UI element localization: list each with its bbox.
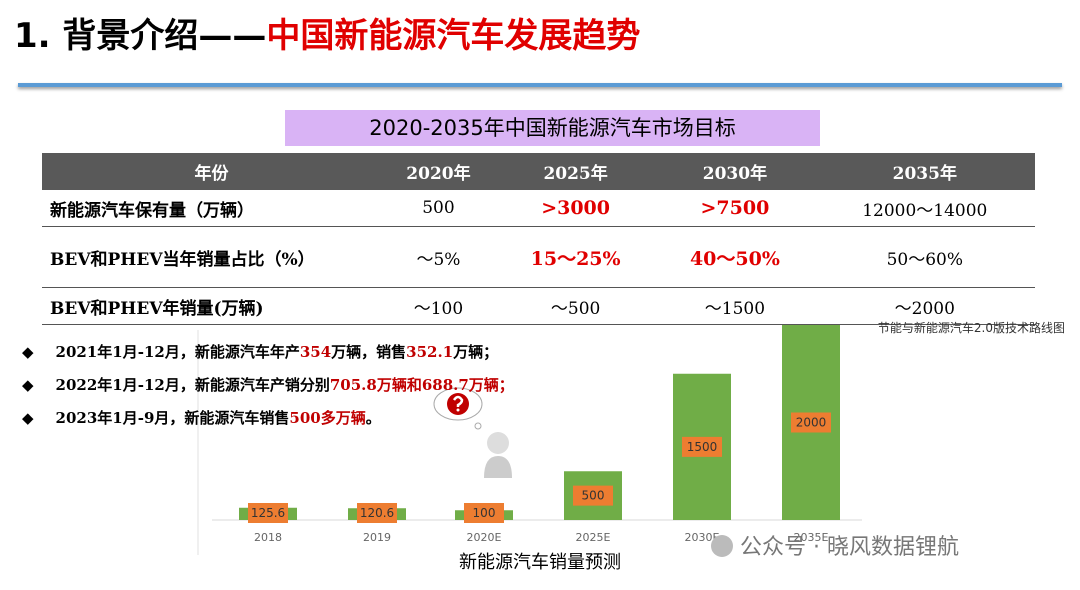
table-cell: 12000～14000 xyxy=(814,190,1035,227)
bullet: ◆ 2022年1月-12月，新能源汽车产销分别705.8万辆和688.7万辆； xyxy=(22,374,514,395)
bullet: ◆ 2021年1月-12月，新能源汽车年产354万辆，销售352.1万辆； xyxy=(22,341,498,362)
table-cell: ～2000 xyxy=(814,287,1035,325)
slide-title: 1. 背景介绍——中国新能源汽车发展趋势 xyxy=(14,8,640,57)
header-cell: 2035年 xyxy=(814,153,1035,190)
bullet-marker: ◆ xyxy=(22,376,34,394)
table-cell: BEV和PHEV当年销量占比（%） xyxy=(42,226,381,288)
value-label: 100 xyxy=(473,506,496,520)
value-label-bg xyxy=(248,503,288,523)
table-cell: 15～25% xyxy=(495,226,656,288)
header-cell: 2020年 xyxy=(381,153,496,190)
x-tick-label: 2018 xyxy=(254,531,282,544)
bullet-text: 。 xyxy=(365,409,381,427)
x-tick-label: 2019 xyxy=(363,531,391,544)
bullet-text: 2023年1月-9月，新能源汽车销售 xyxy=(55,409,290,427)
divider xyxy=(18,83,1062,87)
bullet-text: 2021年1月-12月，新能源汽车年产 xyxy=(55,343,300,361)
bullet-text: 2022年1月-12月，新能源汽车产销分别 xyxy=(55,376,330,394)
table-cell: >3000 xyxy=(495,190,656,227)
table-cell: 500 xyxy=(381,190,496,227)
header-cell: 年份 xyxy=(42,153,381,190)
table-row: 新能源汽车保有量（万辆） 500 >3000 >7500 12000～14000 xyxy=(42,190,1035,227)
source-note: 节能与新能源汽车2.0版技术路线图 xyxy=(877,321,1065,335)
bullet-text: 万辆； xyxy=(453,343,499,361)
table-row: BEV和PHEV年销量(万辆) ～100 ～500 ～1500 ～2000 xyxy=(42,287,1035,325)
table-cell: ～1500 xyxy=(655,287,815,325)
table-cell: ～500 xyxy=(495,287,656,325)
watermark-text: 公众号 · 晓风数据锂航 xyxy=(740,535,959,560)
chart-title: 新能源汽车销量预测 xyxy=(459,552,621,573)
bullet-marker: ◆ xyxy=(22,343,34,361)
watermark: 公众号 · 晓风数据锂航 xyxy=(711,535,959,560)
table-cell: ～5% xyxy=(381,226,496,288)
thinker-icon xyxy=(433,387,512,478)
value-label-bg xyxy=(573,485,613,506)
value-label: 1500 xyxy=(687,440,718,454)
bullet-text: 352.1 xyxy=(406,343,454,361)
targets-table: 年份 2020年 2025年 2030年 2035年 新能源汽车保有量（万辆） 500 >30… xyxy=(42,153,1035,325)
table-cell: 50～60% xyxy=(814,226,1035,288)
x-tick-label: 2030E xyxy=(685,531,720,544)
value-label: 125.6 xyxy=(251,506,285,520)
table-cell: 40～50% xyxy=(655,226,815,288)
value-label: 500 xyxy=(582,489,605,503)
bullet-text: 354 xyxy=(299,343,332,361)
value-label-bg xyxy=(464,503,504,523)
bullet-text: 万辆，销售 xyxy=(331,343,407,361)
table-cell: BEV和PHEV年销量(万辆) xyxy=(42,287,381,325)
x-tick-label: 2035E xyxy=(794,531,829,544)
value-label-bg xyxy=(682,436,722,457)
header-cell: 2030年 xyxy=(655,153,815,190)
value-label-bg xyxy=(357,503,397,523)
table-cell: >7500 xyxy=(655,190,815,227)
value-label: 2000 xyxy=(796,416,827,430)
x-tick-label: 2020E xyxy=(467,531,502,544)
title-main: 中国新能源汽车发展趋势 xyxy=(266,16,641,56)
x-tick-label: 2025E xyxy=(576,531,611,544)
bullet-marker: ◆ xyxy=(22,409,34,427)
bullet: ◆ 2023年1月-9月，新能源汽车销售500多万辆。 xyxy=(22,407,381,428)
bullet-text: 705.8万辆和688.7万辆； xyxy=(329,376,514,394)
bullet-text: 500多万辆 xyxy=(289,409,366,427)
table-cell: 新能源汽车保有量（万辆） xyxy=(42,190,381,227)
table-cell: ～100 xyxy=(381,287,496,325)
header-cell: 2025年 xyxy=(495,153,656,190)
value-label-bg xyxy=(791,412,831,433)
value-label: 120.6 xyxy=(360,506,394,520)
table-title: 2020-2035年中国新能源汽车市场目标 xyxy=(285,110,820,146)
title-prefix: 1. 背景介绍—— xyxy=(14,16,267,56)
table-row: BEV和PHEV当年销量占比（%） ～5% 15～25% 40～50% 50～60% xyxy=(42,226,1035,288)
